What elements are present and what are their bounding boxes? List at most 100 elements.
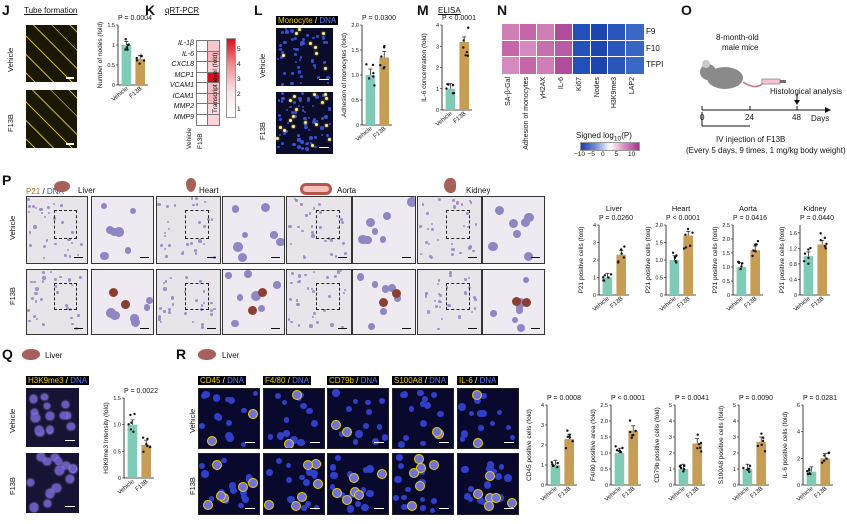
- nucleus: [328, 295, 332, 299]
- data-point: [760, 443, 763, 447]
- monocyte: [276, 137, 280, 141]
- nucleus: [114, 227, 124, 237]
- y-tick-label: 1: [436, 87, 439, 93]
- nucleus: [202, 242, 206, 246]
- nucleus: [419, 253, 422, 256]
- nucleus: [338, 237, 341, 240]
- nucleus: [323, 309, 327, 313]
- nucleus: [436, 327, 440, 331]
- nucleus: [293, 36, 297, 40]
- nucleus: [277, 58, 280, 61]
- data-point: [752, 249, 755, 252]
- monocyte: [312, 92, 316, 96]
- ihc-overview-image: [26, 196, 88, 264]
- nucleus: [420, 470, 426, 476]
- nucleus: [310, 225, 314, 228]
- nucleus: [437, 238, 440, 241]
- nucleus: [300, 505, 307, 512]
- nucleus: [365, 464, 374, 473]
- data-point: [142, 450, 145, 454]
- nucleus: [163, 281, 166, 285]
- nucleus: [323, 115, 328, 120]
- data-point: [373, 84, 376, 87]
- nucleus: [293, 100, 297, 104]
- nucleus: [70, 316, 73, 320]
- nucleus: [280, 30, 284, 34]
- nucleus: [401, 503, 408, 511]
- nucleus: [323, 60, 326, 64]
- y-tick-label: 3: [733, 435, 736, 441]
- p-value: P = 0.0300: [362, 15, 396, 22]
- nucleus: [311, 230, 315, 235]
- data-point: [760, 432, 763, 435]
- nucleus: [295, 198, 299, 202]
- nucleus: [61, 220, 65, 224]
- scale-bar: [504, 507, 514, 509]
- y-tick-label: 2.0: [600, 419, 608, 425]
- positive-cell: [483, 501, 494, 512]
- nucleus: [460, 430, 469, 438]
- nucleus: [33, 225, 37, 229]
- nucleus: [352, 439, 359, 445]
- y-tick-label: 4: [593, 223, 596, 229]
- p21-positive-cell: [392, 288, 402, 298]
- data-point: [819, 232, 822, 235]
- nucleus: [320, 116, 325, 120]
- organ-heart: Heart: [199, 186, 219, 195]
- nucleus: [67, 278, 72, 282]
- data-point: [740, 265, 743, 268]
- panel-label-m: M: [417, 2, 429, 18]
- gene-label: CXCL8: [171, 61, 194, 68]
- nucleus: [261, 202, 271, 213]
- x-category-label: F13B: [135, 479, 150, 493]
- nucleus: [436, 283, 439, 286]
- positive-cell: [292, 390, 303, 401]
- data-point: [807, 467, 811, 471]
- data-point: [763, 450, 767, 453]
- panel-j-title: Tube formation: [24, 6, 78, 15]
- scale-bar: [65, 505, 75, 507]
- nucleus: [44, 215, 47, 218]
- nucleus: [312, 64, 316, 68]
- stain-dna: DNA: [429, 376, 447, 385]
- nucleus: [66, 422, 75, 431]
- panel-label-l: L: [254, 2, 263, 18]
- organ-kidney: Kidney: [466, 186, 491, 195]
- nucleus: [280, 83, 284, 86]
- nucleus: [294, 115, 297, 118]
- mouse-description-2: male mice: [722, 43, 759, 52]
- nucleus: [167, 227, 170, 230]
- nucleus: [160, 244, 163, 247]
- nucleus: [297, 70, 301, 74]
- nucleus: [516, 323, 526, 333]
- y-tick-label: 2: [593, 258, 596, 264]
- stain-separator: /: [285, 376, 293, 385]
- nucleus: [59, 276, 62, 279]
- gene-label: IL-6: [181, 50, 194, 58]
- nucleus: [71, 284, 74, 287]
- colorbar-tick: 2: [237, 91, 241, 98]
- nucleus: [424, 241, 428, 245]
- y-tick-label: 0: [436, 108, 439, 114]
- stain-separator: /: [220, 376, 228, 385]
- nucleus: [338, 431, 344, 437]
- y-axis-label: P21 positive cells (fold): [712, 227, 719, 294]
- nucleus: [421, 395, 429, 403]
- nucleus: [33, 281, 36, 284]
- nucleus: [230, 486, 238, 494]
- if-image: [457, 453, 519, 515]
- nucleus: [393, 494, 400, 501]
- legend-title-sub: 10: [613, 135, 622, 143]
- nucleus: [332, 389, 340, 397]
- scale-bar: [207, 256, 216, 258]
- colorbar-tick: 4: [237, 61, 241, 68]
- y-tick-label: 1.0: [600, 451, 608, 457]
- nucleus: [164, 280, 168, 284]
- bar-f13b: [564, 439, 574, 485]
- monocyte: [327, 137, 331, 141]
- data-point: [603, 274, 606, 277]
- data-point: [682, 470, 685, 473]
- nucleus: [158, 318, 161, 321]
